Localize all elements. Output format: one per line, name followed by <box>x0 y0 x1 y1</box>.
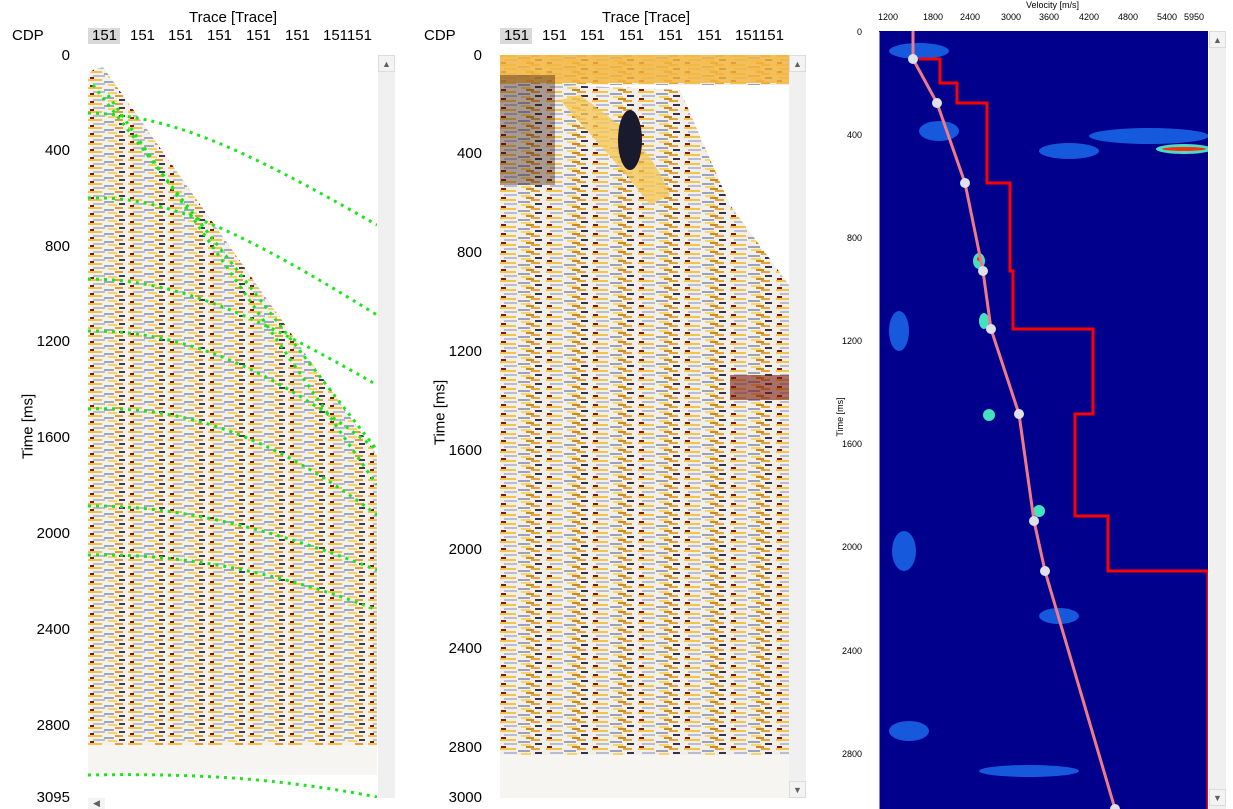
time-tick: 2400 <box>448 640 482 657</box>
time-tick: 1600 <box>36 429 70 446</box>
velocity-axis-title: Velocity [m/s] <box>1026 0 1080 10</box>
panel-semblance: Velocity [m/s] 1200 1800 2400 3000 3600 … <box>830 0 1233 809</box>
cdp-tick: 151 <box>285 27 311 44</box>
velocity-semblance-plot[interactable] <box>879 31 1208 809</box>
time-tick: 3000 <box>448 789 482 806</box>
cdp-tick: 151 <box>658 27 684 44</box>
time-tick: 2000 <box>841 542 862 552</box>
cdp-tick: 151 <box>619 27 645 44</box>
cdp-tick: 151 <box>168 27 194 44</box>
velocity-tick: 4200 <box>1079 12 1100 22</box>
time-tick: 400 <box>44 142 70 159</box>
time-tick: 2800 <box>36 717 70 734</box>
cdp-tick: 151 <box>92 27 118 44</box>
trace-axis-title: Trace [Trace] <box>189 9 278 26</box>
velocity-tick: 2400 <box>960 12 981 22</box>
vertical-scrollbar[interactable] <box>378 55 395 798</box>
time-tick: 800 <box>456 244 482 261</box>
time-tick: 2000 <box>36 525 70 542</box>
cdp-tick: 151 <box>697 27 723 44</box>
vertical-scrollbar[interactable] <box>1209 31 1226 809</box>
time-tick: 800 <box>44 238 70 255</box>
velocity-tick: 5950 <box>1184 12 1205 22</box>
time-tick: 400 <box>846 130 862 140</box>
cdp-tick-row: 151 151 151 151 151 151 151151 <box>88 27 378 45</box>
time-tick: 1200 <box>36 333 70 350</box>
time-tick: 1600 <box>448 442 482 459</box>
time-tick: 3095 <box>36 789 70 806</box>
velocity-tick: 4800 <box>1118 12 1139 22</box>
scroll-up-button[interactable]: ▲ <box>1209 31 1226 48</box>
cdp-tick: 151 <box>130 27 156 44</box>
time-axis-label: Time [ms] <box>835 397 845 437</box>
time-tick: 800 <box>846 233 862 243</box>
time-tick: 2800 <box>448 739 482 756</box>
velocity-tick: 5400 <box>1157 12 1178 22</box>
scroll-up-button[interactable]: ▲ <box>789 55 806 72</box>
velocity-tick: 3600 <box>1039 12 1060 22</box>
cdp-tick: 151 <box>207 27 233 44</box>
scroll-left-button[interactable]: ◀ <box>88 798 105 809</box>
time-tick: 2000 <box>448 541 482 558</box>
time-tick: 0 <box>61 47 70 64</box>
time-tick: 1600 <box>841 439 862 449</box>
nmo-corrected-gather-plot[interactable] <box>500 55 789 798</box>
time-tick: 0 <box>473 47 482 64</box>
time-axis-label: Time [ms] <box>431 379 449 446</box>
time-tick: 1200 <box>841 336 862 346</box>
time-tick: 2800 <box>841 749 862 759</box>
velocity-tick: 1200 <box>878 12 899 22</box>
velocity-tick: 1800 <box>923 12 944 22</box>
cdp-tick-row: 151 151 151 151 151 151 151151 <box>500 27 790 45</box>
time-tick: 2400 <box>841 646 862 656</box>
seismic-gather-plot[interactable] <box>88 55 377 798</box>
cdp-label: CDP <box>424 27 456 44</box>
scroll-up-button[interactable]: ▲ <box>378 55 395 72</box>
scroll-down-button[interactable]: ▼ <box>789 781 806 798</box>
time-tick: 2400 <box>36 621 70 638</box>
cdp-tick: 151151 <box>323 27 372 44</box>
time-tick: 0 <box>856 27 862 37</box>
cdp-tick: 151 <box>246 27 272 44</box>
cdp-tick: 151 <box>504 27 530 44</box>
velocity-tick: 3000 <box>1001 12 1022 22</box>
panel-gather-picks: Trace [Trace] CDP 151 151 151 151 151 15… <box>0 0 400 809</box>
time-tick: 1200 <box>448 343 482 360</box>
cdp-tick: 151151 <box>735 27 784 44</box>
time-tick: 400 <box>456 145 482 162</box>
trace-axis-title: Trace [Trace] <box>602 9 691 26</box>
scroll-down-button[interactable]: ▼ <box>1209 789 1226 806</box>
cdp-label: CDP <box>12 27 44 44</box>
cdp-tick: 151 <box>542 27 568 44</box>
time-axis-label: Time [ms] <box>19 393 37 460</box>
panel-gather-nmo: Trace [Trace] CDP 151 151 151 151 151 15… <box>412 0 812 809</box>
vertical-scrollbar[interactable] <box>789 55 806 798</box>
cdp-tick: 151 <box>580 27 606 44</box>
